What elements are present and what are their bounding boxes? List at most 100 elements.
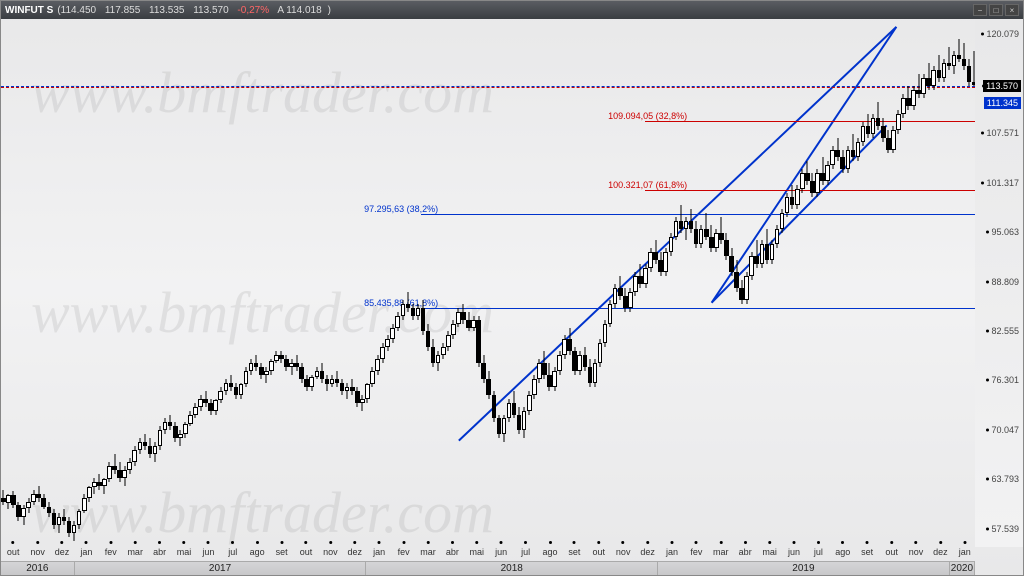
candle[interactable]: [583, 19, 588, 547]
candle[interactable]: [608, 19, 613, 547]
candle[interactable]: [41, 19, 46, 547]
candle[interactable]: [309, 19, 314, 547]
candle[interactable]: [481, 19, 486, 547]
candle[interactable]: [264, 19, 269, 547]
candle[interactable]: [224, 19, 229, 547]
candle[interactable]: [588, 19, 593, 547]
candle[interactable]: [406, 19, 411, 547]
candle[interactable]: [825, 19, 830, 547]
candle[interactable]: [507, 19, 512, 547]
candle[interactable]: [947, 19, 952, 547]
candle[interactable]: [138, 19, 143, 547]
candle[interactable]: [117, 19, 122, 547]
candle[interactable]: [537, 19, 542, 547]
candle[interactable]: [638, 19, 643, 547]
candle[interactable]: [572, 19, 577, 547]
candle[interactable]: [365, 19, 370, 547]
candle[interactable]: [679, 19, 684, 547]
candle[interactable]: [395, 19, 400, 547]
candle[interactable]: [6, 19, 11, 547]
candle[interactable]: [16, 19, 21, 547]
candle[interactable]: [345, 19, 350, 547]
candle[interactable]: [188, 19, 193, 547]
candle[interactable]: [82, 19, 87, 547]
candle[interactable]: [598, 19, 603, 547]
candle[interactable]: [52, 19, 57, 547]
candle[interactable]: [350, 19, 355, 547]
candle[interactable]: [709, 19, 714, 547]
candle[interactable]: [937, 19, 942, 547]
candle[interactable]: [906, 19, 911, 547]
candle[interactable]: [532, 19, 537, 547]
candle[interactable]: [749, 19, 754, 547]
candle[interactable]: [92, 19, 97, 547]
candle[interactable]: [820, 19, 825, 547]
candle[interactable]: [658, 19, 663, 547]
candle[interactable]: [234, 19, 239, 547]
candle[interactable]: [330, 19, 335, 547]
candle[interactable]: [355, 19, 360, 547]
candle[interactable]: [800, 19, 805, 547]
candle[interactable]: [689, 19, 694, 547]
candle[interactable]: [962, 19, 967, 547]
candle[interactable]: [699, 19, 704, 547]
candle[interactable]: [335, 19, 340, 547]
candle[interactable]: [102, 19, 107, 547]
candle[interactable]: [456, 19, 461, 547]
candle[interactable]: [254, 19, 259, 547]
candle[interactable]: [719, 19, 724, 547]
candle[interactable]: [57, 19, 62, 547]
candle[interactable]: [47, 19, 52, 547]
candle[interactable]: [618, 19, 623, 547]
candle[interactable]: [694, 19, 699, 547]
candle[interactable]: [957, 19, 962, 547]
candle[interactable]: [502, 19, 507, 547]
candle[interactable]: [294, 19, 299, 547]
candle[interactable]: [633, 19, 638, 547]
candle[interactable]: [896, 19, 901, 547]
titlebar[interactable]: WINFUT S (114.450 117.855 113.535 113.57…: [1, 1, 1023, 19]
candle[interactable]: [613, 19, 618, 547]
candle[interactable]: [87, 19, 92, 547]
candle[interactable]: [603, 19, 608, 547]
candle[interactable]: [385, 19, 390, 547]
candle[interactable]: [390, 19, 395, 547]
candle[interactable]: [239, 19, 244, 547]
candle[interactable]: [466, 19, 471, 547]
candle[interactable]: [143, 19, 148, 547]
candle[interactable]: [97, 19, 102, 547]
candle[interactable]: [901, 19, 906, 547]
candle[interactable]: [274, 19, 279, 547]
candle[interactable]: [856, 19, 861, 547]
candle[interactable]: [684, 19, 689, 547]
candle[interactable]: [127, 19, 132, 547]
candle[interactable]: [952, 19, 957, 547]
candle[interactable]: [846, 19, 851, 547]
candle[interactable]: [132, 19, 137, 547]
candle[interactable]: [916, 19, 921, 547]
candle[interactable]: [760, 19, 765, 547]
candle[interactable]: [62, 19, 67, 547]
candle[interactable]: [370, 19, 375, 547]
candle[interactable]: [426, 19, 431, 547]
candle[interactable]: [497, 19, 502, 547]
candle[interactable]: [871, 19, 876, 547]
candle[interactable]: [203, 19, 208, 547]
candle[interactable]: [790, 19, 795, 547]
candle[interactable]: [112, 19, 117, 547]
candle[interactable]: [486, 19, 491, 547]
minimize-button[interactable]: −: [973, 4, 987, 16]
candle[interactable]: [911, 19, 916, 547]
candle[interactable]: [567, 19, 572, 547]
candle[interactable]: [153, 19, 158, 547]
candle[interactable]: [208, 19, 213, 547]
candle[interactable]: [304, 19, 309, 547]
candle[interactable]: [527, 19, 532, 547]
candle[interactable]: [593, 19, 598, 547]
candle[interactable]: [107, 19, 112, 547]
candle[interactable]: [451, 19, 456, 547]
close-button[interactable]: ×: [1005, 4, 1019, 16]
candle[interactable]: [168, 19, 173, 547]
candle[interactable]: [229, 19, 234, 547]
candle[interactable]: [380, 19, 385, 547]
